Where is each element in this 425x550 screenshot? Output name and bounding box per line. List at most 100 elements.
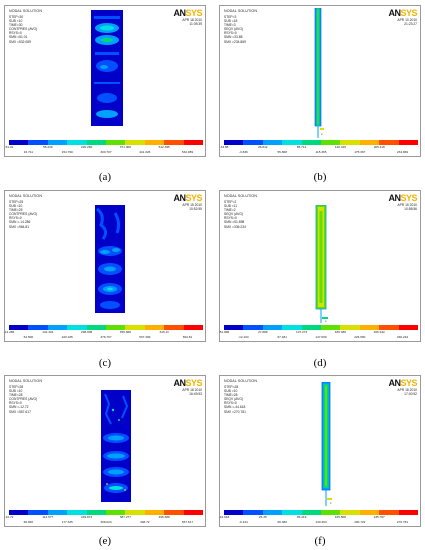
legend-tick: 16.711 [23,150,34,154]
time-label: 21:23:27 [404,22,417,27]
legend-swatch [321,510,341,515]
info-quantity: SEQV (AVG) [224,27,243,32]
info-smx: SMX =557.617 [9,409,31,414]
legend-tick: 175.367 [354,150,366,154]
legend-swatch [125,510,145,515]
legend-tick: 220.165 [61,335,73,339]
ansys-logo: ANSYS [388,8,417,18]
legend-swatch [183,140,204,145]
legend-swatch [340,140,360,145]
legend-tick: 113.577 [42,515,54,519]
legend-swatch [243,510,263,515]
legend-tick: 298.908 [81,330,93,334]
legend-swatch [9,325,29,330]
solution-info: STEP=2 SUB =11 TIME=2 SEQV (AVG) RSYS=0 … [224,200,246,229]
info-smx: SMX =270.781 [224,409,246,414]
time-label: 16:49:53 [189,392,202,397]
legend-tick: 336.234 [396,335,409,339]
caption-d: (d) [313,357,327,369]
legend-swatch [282,140,302,145]
date-label: APR 15 2010 [397,203,417,207]
info-smn: SMN =-44.618 [224,405,246,410]
panel-title: NODAL SOLUTION [9,9,43,13]
legend-swatch [379,325,399,330]
legend-tick: -14.286 [3,330,15,334]
legend-swatch [125,140,145,145]
legend-tick: 165.508 [334,515,346,519]
legend-swatch [359,140,380,145]
info-step: STEP=25 [9,200,24,204]
solution-info: STEP=3 SUB =18 TIME=3 SEQV (AVG) RSYS=0 … [224,15,246,44]
info-time: TIME=30 [9,23,23,28]
legend-tick: -44.618 [218,515,230,519]
legend-tick: 220.260 [81,145,93,149]
legend-swatch [379,140,399,145]
panel-title: NODAL SOLUTION [224,194,258,198]
time-label: 11:05:39 [189,22,202,27]
info-smx: SMX =234.869 [224,39,246,44]
legend-tick: 55.868 [277,150,287,154]
legend-swatch [321,325,341,330]
legend-tick: 270.781 [396,520,409,524]
legend-swatch [67,325,87,330]
time-label: 17:40:52 [404,392,417,397]
date-label: APR 18 2010 [182,18,202,22]
legend-tick: 154.790 [61,150,73,154]
info-time: TIME=28 [9,393,23,398]
legend-tick: 146.416 [334,145,346,149]
legend-swatch [164,510,184,515]
caption-f: (f) [314,535,326,547]
legend-tick: 496.688 [158,515,170,519]
legend-tick: 266.442 [373,330,385,334]
solution-info: STEP=28 SUB =10 TIME=28 SEQV (AVG) RSYS=… [224,385,246,414]
info-quantity: CONTPRES (AVG) [9,397,38,402]
legend-tick: 441.026 [139,150,151,154]
time-label: 10:52:55 [189,207,202,212]
figure-panel-f: NODAL SOLUTION STEP=28 SUB =10 TIME=28 S… [219,375,421,527]
legend-swatch [398,325,419,330]
legend-tick: 532.089 [181,150,194,154]
info-smn: SMN =33.88 [224,35,243,40]
info-step: STEP=28 [9,385,24,389]
legend-tick: 235.767 [373,515,385,519]
info-smn: SMN =51.898 [224,220,245,225]
legend-swatch [183,510,204,515]
info-smx: SMX =336.234 [224,224,246,229]
info-time: TIME=25 [9,208,23,213]
legend-swatch [9,140,29,145]
svg-text:x: x [330,501,332,505]
contour-model [91,10,123,126]
caption-e: (e) [98,535,112,547]
info-sub: SUB =10 [9,19,23,24]
legend-tick: 64.500 [23,335,34,339]
info-sub: SUB =10 [9,389,23,394]
legend-swatch [262,325,283,330]
legend-tick: 25.35 [258,515,267,519]
ansys-logo: ANSYS [173,8,202,18]
legend-swatch [106,325,126,330]
info-time: TIME=3 [224,23,236,28]
legend-ticks: -33.88 26.812 85.714 146.416 205.118 -3.… [220,145,418,155]
legend-swatch [67,510,87,515]
legend-tick: 26.812 [258,145,268,149]
date-time: APR 15 2010 10:52:55 [182,203,202,211]
legend-tick: 234.869 [396,150,409,154]
legend-swatch [47,510,68,515]
legend-ticks: -51.898 27.888 107.273 186.938 266.442 -… [219,330,418,340]
legend-swatch [224,140,244,145]
panel-title: NODAL SOLUTION [224,9,258,13]
legend-tick: -12.104 [238,335,249,339]
date-label: APR 18 2010 [182,388,202,392]
color-legend-bar [9,510,204,515]
date-label: APR 15 2010 [182,203,202,207]
legend-swatch [359,510,380,515]
info-rsys: RSYS=0 [9,216,22,221]
solution-info: STEP=25 SUB =10 TIME=25 CONTPRES (AVG) R… [9,200,37,229]
color-legend-bar [224,140,419,145]
date-time: APR 18 2010 16:49:53 [182,388,202,396]
color-legend-bar [224,510,419,515]
legend-tick: 55.229 [43,145,53,149]
info-time: TIME=2 [224,208,236,213]
legend-swatch [47,140,68,145]
time-label: 10:58:56 [404,207,417,212]
